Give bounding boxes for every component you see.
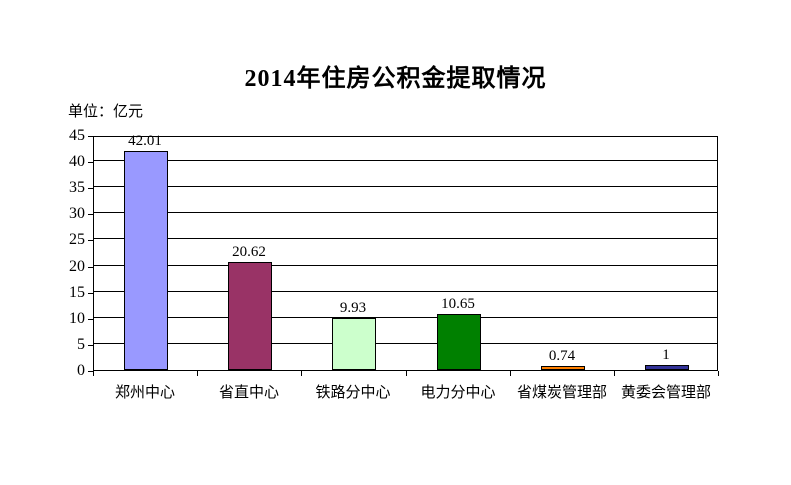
- bar-value-label: 10.65: [441, 296, 475, 312]
- x-tick-mark: [509, 371, 511, 376]
- bar-value-label: 1: [662, 347, 670, 363]
- x-tick-mark: [93, 371, 94, 376]
- y-tick-mark: [88, 136, 93, 137]
- bar: [332, 318, 376, 370]
- x-tick-mark: [301, 371, 303, 376]
- y-tick-label: 45: [69, 127, 85, 144]
- y-tick-mark: [88, 240, 93, 242]
- gridline: [94, 160, 717, 162]
- unit-label: 单位：亿元: [68, 104, 144, 120]
- y-tick-mark: [88, 188, 93, 190]
- y-tick-label: 20: [69, 257, 85, 275]
- bar: [228, 262, 272, 370]
- x-category-label: 省煤炭管理部: [516, 385, 607, 401]
- y-tick-label: 40: [69, 153, 85, 171]
- y-tick-mark: [88, 266, 93, 268]
- x-category-label: 铁路分中心: [315, 385, 391, 401]
- x-category-label: 郑州中心: [114, 385, 175, 401]
- plot-area: [93, 136, 718, 371]
- y-tick-mark: [88, 214, 93, 216]
- x-tick-mark: [405, 371, 407, 376]
- bar-value-label: 9.93: [339, 300, 367, 316]
- x-tick-mark: [613, 371, 615, 376]
- x-tick-mark: [197, 371, 199, 376]
- gridline: [94, 212, 717, 214]
- x-category-label: 电力分中心: [420, 385, 496, 401]
- bar: [541, 366, 585, 370]
- y-tick-mark: [88, 162, 93, 164]
- y-tick-label: 5: [77, 335, 85, 353]
- x-tick-mark: [718, 371, 719, 376]
- y-tick-label: 0: [77, 362, 85, 379]
- bar-value-label: 42.01: [128, 133, 162, 149]
- bar-value-label: 20.62: [232, 244, 266, 260]
- gridline: [94, 316, 717, 318]
- x-category-label: 省直中心: [218, 385, 279, 401]
- y-tick-label: 30: [69, 205, 85, 223]
- gridline: [94, 290, 717, 292]
- gridline: [94, 342, 717, 344]
- y-tick-label: 10: [69, 309, 85, 327]
- bar: [645, 365, 689, 370]
- gridline: [94, 264, 717, 266]
- x-category-label: 黄委会管理部: [620, 385, 711, 401]
- y-tick-label: 15: [69, 283, 85, 301]
- y-tick-mark: [88, 344, 93, 346]
- bar-value-label: 0.74: [548, 348, 576, 364]
- bar: [124, 151, 168, 370]
- chart-title: 2014年住房公积金提取情况: [244, 66, 547, 92]
- gridline: [94, 238, 717, 240]
- y-tick-mark: [88, 371, 93, 372]
- gridline: [94, 186, 717, 188]
- y-tick-label: 35: [69, 179, 85, 197]
- bar: [437, 314, 481, 370]
- y-tick-label: 25: [69, 231, 85, 249]
- y-tick-mark: [88, 292, 93, 294]
- y-tick-mark: [88, 318, 93, 320]
